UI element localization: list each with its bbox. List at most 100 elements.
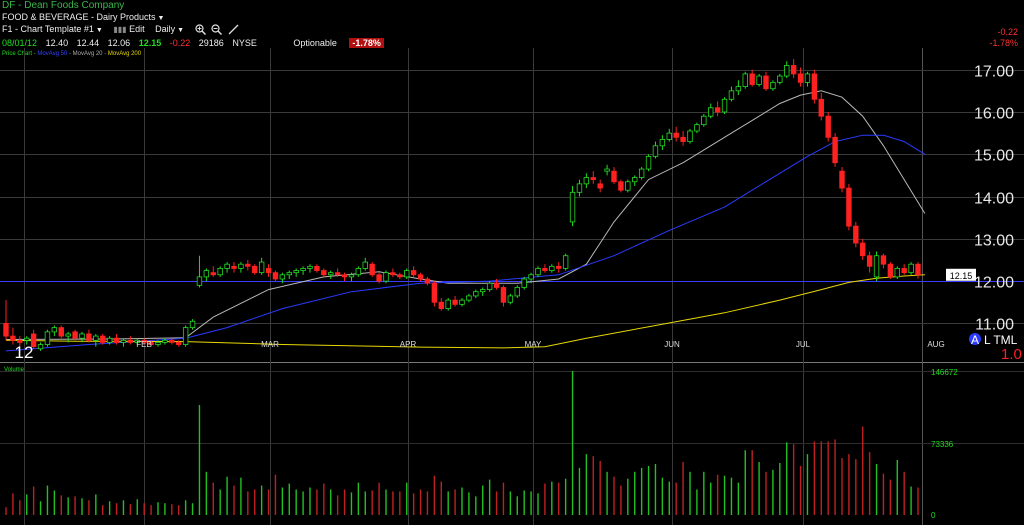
quote-date: 08/01/12 [2, 38, 38, 48]
draw-line-button[interactable] [228, 24, 239, 35]
candle-body [397, 274, 403, 278]
candle-body [473, 291, 479, 297]
candle-body [714, 107, 721, 113]
candle-body [562, 255, 569, 269]
candle-body [521, 278, 527, 288]
template-label: F1 - Chart Template #1 [2, 24, 94, 34]
template-selector[interactable]: F1 - Chart Template #1 ▼ [2, 24, 103, 34]
indicator-legend: Price Chart - MovAvg 50 - MovAvg 20 - Mo… [2, 51, 142, 57]
candle-body [162, 339, 168, 343]
candle-body [880, 255, 887, 265]
candle-body [72, 331, 78, 339]
candle-body [687, 130, 693, 142]
candle-body [51, 327, 58, 333]
period-selector[interactable]: Daily ▼ [155, 24, 184, 34]
symbol-title: DF - Dean Foods Company [2, 0, 125, 11]
candle-body [217, 268, 223, 276]
candle-body [784, 65, 790, 77]
candle-body [694, 124, 700, 132]
candle-body [300, 268, 306, 271]
period-label: Daily [155, 24, 176, 34]
candle-body [556, 265, 562, 269]
a-marker [969, 333, 981, 345]
candle-body [618, 181, 624, 191]
corner-ratio-label: 1.0 [1001, 346, 1022, 363]
candle-body [860, 242, 866, 257]
right-change: -0.22 [997, 27, 1018, 37]
moving-average-line [5, 134, 926, 352]
candle-body [625, 181, 631, 191]
corner-a-label: A [971, 333, 979, 347]
price-tick-label: 13.00 [974, 233, 1014, 250]
candle-body [106, 337, 113, 343]
candle-body [100, 335, 106, 343]
candle-body [528, 274, 534, 280]
candle-body [141, 339, 147, 343]
candle-body [597, 183, 603, 189]
quote-volume: 29186 [198, 38, 224, 48]
candle-body [334, 272, 341, 276]
candle-body [10, 335, 16, 341]
candle-body [749, 73, 755, 85]
price-tick-label: 14.00 [974, 191, 1014, 208]
candle-body [652, 145, 659, 157]
candle-body [887, 263, 894, 278]
candle-body [846, 187, 852, 227]
candlesticks [3, 59, 921, 351]
candle-body [666, 132, 672, 140]
candle-body [86, 333, 92, 341]
quote-bar: 08/01/12 12.40 12.44 12.06 12.15 -0.22 2… [2, 38, 384, 49]
price-tick-label: 11.00 [975, 317, 1014, 334]
candle-body [549, 265, 555, 271]
candle-body [424, 278, 431, 284]
volume-tick-label: 73336 [931, 440, 954, 449]
draw-line-icon [228, 24, 239, 35]
right-change-readout: -0.22 -1.78% [989, 27, 1018, 49]
zoom-in-button[interactable] [194, 24, 206, 36]
candle-body [265, 268, 272, 274]
moving-average-lines [5, 90, 926, 352]
last-price-label: 12.15 [950, 271, 973, 281]
candle-body [756, 75, 762, 85]
candle-body [445, 299, 451, 309]
candle-body [362, 261, 368, 269]
candle-body [611, 170, 617, 183]
candle-body [196, 276, 203, 286]
candle-body [645, 155, 652, 170]
optionable-label: Optionable [293, 38, 337, 48]
edit-button[interactable]: ▮▮▮ Edit [113, 24, 144, 34]
zoom-out-button[interactable] [211, 24, 223, 36]
bar-chart-icon: ▮▮▮ [113, 25, 127, 34]
candle-body [590, 177, 596, 181]
candle-body [238, 263, 244, 269]
candle-body [680, 136, 686, 142]
candle-body [493, 282, 500, 288]
candle-body [286, 272, 292, 276]
candle-body [735, 86, 742, 92]
candle-body [908, 263, 914, 274]
candle-body [763, 75, 769, 90]
price-tick-label: 16.00 [974, 106, 1014, 123]
candle-body [811, 73, 818, 100]
candle-body [459, 299, 465, 305]
candle-body [127, 339, 134, 343]
candle-body [535, 268, 541, 276]
quote-high: 12.44 [76, 38, 100, 48]
candle-body [576, 183, 583, 193]
candle-body [224, 263, 230, 269]
zoom-in-icon [194, 24, 206, 36]
candle-body [638, 168, 645, 178]
price-tick-label: 17.00 [974, 64, 1014, 81]
candle-body [486, 282, 493, 290]
candle-body [176, 342, 182, 345]
candle-body [417, 274, 424, 280]
candle-body [341, 274, 348, 278]
month-label: APR [400, 340, 417, 349]
chevron-down-icon: ▼ [95, 27, 103, 34]
moving-average-line [5, 274, 925, 349]
candle-body [231, 265, 237, 269]
candle-body [58, 327, 64, 337]
sector-selector[interactable]: FOOD & BEVERAGE - Dairy Products ▼ [2, 12, 164, 23]
volume-title: Volume [4, 367, 25, 373]
